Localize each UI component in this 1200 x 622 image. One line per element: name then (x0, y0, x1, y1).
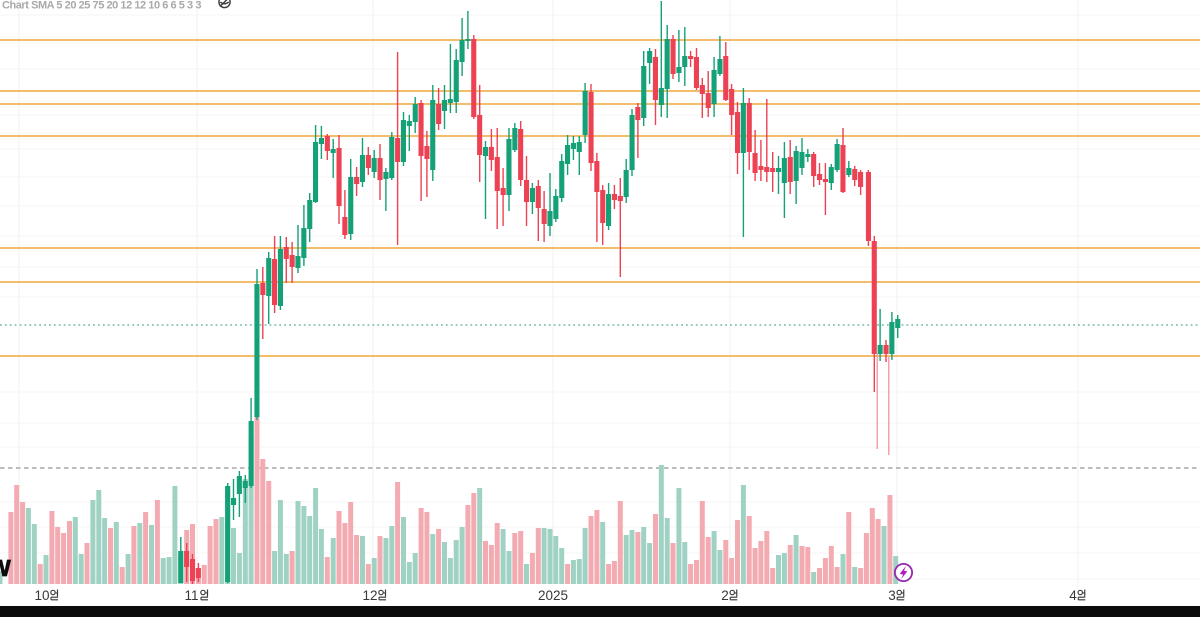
svg-text:3: 3 (888, 588, 896, 603)
svg-text:10: 10 (35, 588, 50, 603)
svg-text:2025: 2025 (538, 588, 568, 603)
svg-text:4: 4 (1069, 588, 1077, 603)
svg-text:W: W (0, 555, 11, 581)
svg-text:Chart SMA 5 20 25 75 20 12 12: Chart SMA 5 20 25 75 20 12 12 10 6 6 5 3… (2, 0, 201, 12)
svg-text:2: 2 (721, 588, 729, 603)
svg-text:11: 11 (185, 588, 199, 603)
svg-text:12: 12 (363, 588, 378, 603)
